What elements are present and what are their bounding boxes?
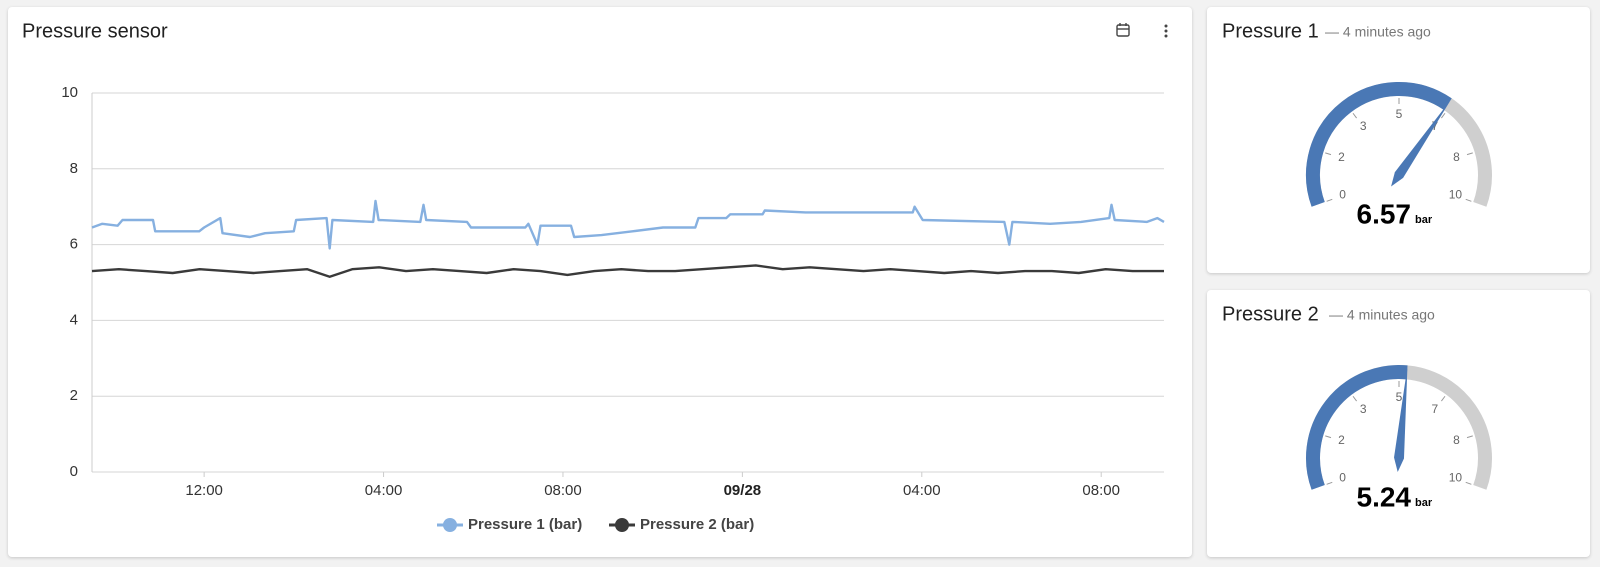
gauge-value: 5.24 [1357, 481, 1412, 512]
legend-label: Pressure 1 (bar) [468, 516, 582, 533]
gauge-tick-label: 8 [1453, 150, 1460, 164]
x-tick-label: 04:00 [365, 482, 403, 499]
gauge-needle [1391, 99, 1452, 187]
gauge-tick [1466, 435, 1473, 439]
gauge-needle [1394, 366, 1408, 472]
data-line [91, 199, 1165, 250]
gauge-tick [1441, 395, 1446, 402]
gauge-tick-label: 7 [1431, 402, 1438, 416]
gauge-tick-label: 8 [1453, 433, 1460, 447]
gauge-tick-label: 7 [1431, 119, 1438, 133]
gauge-tick-label: 0 [1339, 471, 1346, 485]
gauge-tick [1325, 435, 1332, 439]
menu-button[interactable] [1164, 24, 1168, 38]
gauge-tick [1352, 112, 1357, 119]
gauge-tick-label: 5 [1396, 107, 1403, 121]
card-subtitle: — 4 minutes ago [1329, 307, 1435, 323]
gauge-tick-label: 3 [1360, 119, 1367, 133]
gauge-value-arc [1306, 82, 1452, 207]
gauge-card [1207, 290, 1590, 557]
card-title: Pressure 1 [1222, 20, 1319, 42]
x-tick-label: 12:00 [185, 482, 223, 499]
legend-marker [443, 518, 457, 532]
gauge-card [1207, 7, 1590, 273]
gauge-tick [1441, 112, 1446, 119]
gauge-tick-label: 10 [1449, 471, 1463, 485]
gauge-tick [1325, 152, 1332, 156]
gauge-value: 6.57 [1357, 198, 1412, 229]
gauge-tick-label: 2 [1338, 433, 1345, 447]
x-tick-label: 08:00 [1082, 482, 1120, 499]
card-title: Pressure sensor [22, 20, 168, 42]
y-tick-label: 10 [61, 84, 78, 101]
x-tick-label: 08:00 [544, 482, 582, 499]
legend-item[interactable]: Pressure 2 (bar) [609, 516, 754, 533]
chart-card [8, 7, 1192, 557]
y-tick-label: 8 [70, 160, 78, 177]
gauge-tick-label: 3 [1360, 402, 1367, 416]
gauge-tick [1326, 198, 1333, 202]
gauge-tick-label: 2 [1338, 150, 1345, 164]
gauge-tick [1465, 198, 1472, 202]
legend-marker [615, 518, 629, 532]
gauge-tick-label: 5 [1396, 390, 1403, 404]
gauge-tick-label: 10 [1449, 188, 1463, 202]
gauge-unit: bar [1415, 214, 1433, 226]
y-tick-label: 0 [70, 463, 78, 480]
calendar-button[interactable] [1116, 23, 1130, 37]
card-title: Pressure 2 [1222, 303, 1319, 325]
card-subtitle: — 4 minutes ago [1325, 24, 1431, 40]
y-tick-label: 2 [70, 387, 78, 404]
gauge-tick [1466, 152, 1473, 156]
gauge-tick [1465, 481, 1472, 485]
gauge-tick [1326, 481, 1333, 485]
y-tick-label: 4 [70, 311, 78, 328]
gauge-tick [1352, 395, 1357, 402]
x-tick-label: 04:00 [903, 482, 941, 499]
data-line [91, 264, 1164, 278]
gauge-tick-label: 0 [1339, 188, 1346, 202]
gauge-unit: bar [1415, 497, 1433, 509]
y-tick-label: 6 [70, 236, 78, 253]
legend-label: Pressure 2 (bar) [640, 516, 754, 533]
legend-item[interactable]: Pressure 1 (bar) [437, 516, 582, 533]
gauge-value-arc [1306, 365, 1408, 490]
x-tick-label: 09/28 [724, 482, 762, 499]
